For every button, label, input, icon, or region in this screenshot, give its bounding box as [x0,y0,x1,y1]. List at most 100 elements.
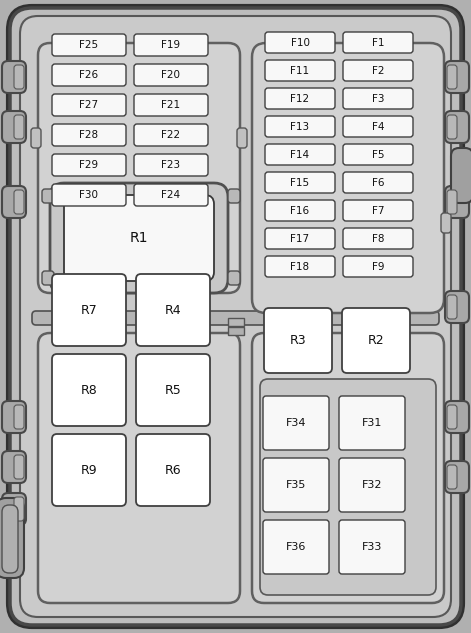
FancyBboxPatch shape [134,154,208,176]
FancyBboxPatch shape [343,256,413,277]
FancyBboxPatch shape [2,401,26,433]
FancyBboxPatch shape [265,32,335,53]
Text: F7: F7 [372,206,384,215]
FancyBboxPatch shape [447,405,457,429]
Text: R2: R2 [368,334,384,347]
Text: R7: R7 [81,303,97,316]
FancyBboxPatch shape [136,434,210,506]
FancyBboxPatch shape [32,311,439,325]
FancyBboxPatch shape [343,200,413,221]
Text: F15: F15 [291,177,309,187]
FancyBboxPatch shape [52,354,126,426]
Text: F16: F16 [291,206,309,215]
Text: F21: F21 [162,100,180,110]
Text: R3: R3 [290,334,306,347]
FancyBboxPatch shape [343,88,413,109]
Text: F14: F14 [291,149,309,160]
FancyBboxPatch shape [263,396,329,450]
FancyBboxPatch shape [2,451,26,483]
FancyBboxPatch shape [50,183,228,293]
FancyBboxPatch shape [445,111,469,143]
FancyBboxPatch shape [42,271,54,285]
Text: F19: F19 [162,40,180,50]
Text: F18: F18 [291,261,309,272]
FancyBboxPatch shape [52,124,126,146]
FancyBboxPatch shape [441,213,451,233]
FancyBboxPatch shape [52,434,126,506]
Text: F25: F25 [80,40,98,50]
FancyBboxPatch shape [10,8,461,625]
FancyBboxPatch shape [252,43,444,313]
FancyBboxPatch shape [52,274,126,346]
Text: F22: F22 [162,130,180,140]
FancyBboxPatch shape [342,308,410,373]
FancyBboxPatch shape [263,520,329,574]
FancyBboxPatch shape [134,94,208,116]
FancyBboxPatch shape [264,308,332,373]
FancyBboxPatch shape [134,124,208,146]
FancyBboxPatch shape [20,16,451,617]
Text: F26: F26 [80,70,98,80]
FancyBboxPatch shape [265,88,335,109]
FancyBboxPatch shape [14,405,24,429]
FancyBboxPatch shape [343,172,413,193]
FancyBboxPatch shape [260,379,436,595]
FancyBboxPatch shape [52,154,126,176]
FancyBboxPatch shape [343,144,413,165]
FancyBboxPatch shape [14,455,24,479]
FancyBboxPatch shape [445,401,469,433]
FancyBboxPatch shape [136,274,210,346]
FancyBboxPatch shape [447,295,457,319]
FancyBboxPatch shape [38,43,240,293]
Text: R5: R5 [165,384,181,396]
FancyBboxPatch shape [265,172,335,193]
Text: F6: F6 [372,177,384,187]
FancyBboxPatch shape [265,228,335,249]
FancyBboxPatch shape [265,144,335,165]
FancyBboxPatch shape [265,256,335,277]
FancyBboxPatch shape [447,115,457,139]
FancyBboxPatch shape [8,6,463,627]
FancyBboxPatch shape [445,291,469,323]
Text: F31: F31 [362,418,382,428]
Text: F5: F5 [372,149,384,160]
Text: F9: F9 [372,261,384,272]
FancyBboxPatch shape [38,333,240,603]
Text: R9: R9 [81,463,97,477]
FancyBboxPatch shape [339,396,405,450]
FancyBboxPatch shape [339,520,405,574]
FancyBboxPatch shape [52,184,126,206]
FancyBboxPatch shape [445,61,469,93]
FancyBboxPatch shape [134,34,208,56]
Text: F3: F3 [372,94,384,104]
FancyBboxPatch shape [14,190,24,214]
Bar [228,318,244,326]
FancyBboxPatch shape [2,186,26,218]
FancyBboxPatch shape [52,34,126,56]
FancyBboxPatch shape [134,184,208,206]
FancyBboxPatch shape [42,189,54,203]
FancyBboxPatch shape [451,148,471,203]
Text: F2: F2 [372,65,384,75]
Text: R8: R8 [81,384,97,396]
Text: R6: R6 [165,463,181,477]
FancyBboxPatch shape [228,189,240,203]
FancyBboxPatch shape [343,228,413,249]
Text: F29: F29 [80,160,98,170]
Text: F27: F27 [80,100,98,110]
FancyBboxPatch shape [447,190,457,214]
FancyBboxPatch shape [52,94,126,116]
FancyBboxPatch shape [343,32,413,53]
Text: R4: R4 [165,303,181,316]
Text: F8: F8 [372,234,384,244]
FancyBboxPatch shape [52,64,126,86]
Text: F30: F30 [80,190,98,200]
Text: F20: F20 [162,70,180,80]
Text: F24: F24 [162,190,180,200]
FancyBboxPatch shape [14,497,24,521]
FancyBboxPatch shape [445,461,469,493]
FancyBboxPatch shape [2,505,18,573]
Text: F33: F33 [362,542,382,552]
FancyBboxPatch shape [343,116,413,137]
Text: F1: F1 [372,37,384,47]
